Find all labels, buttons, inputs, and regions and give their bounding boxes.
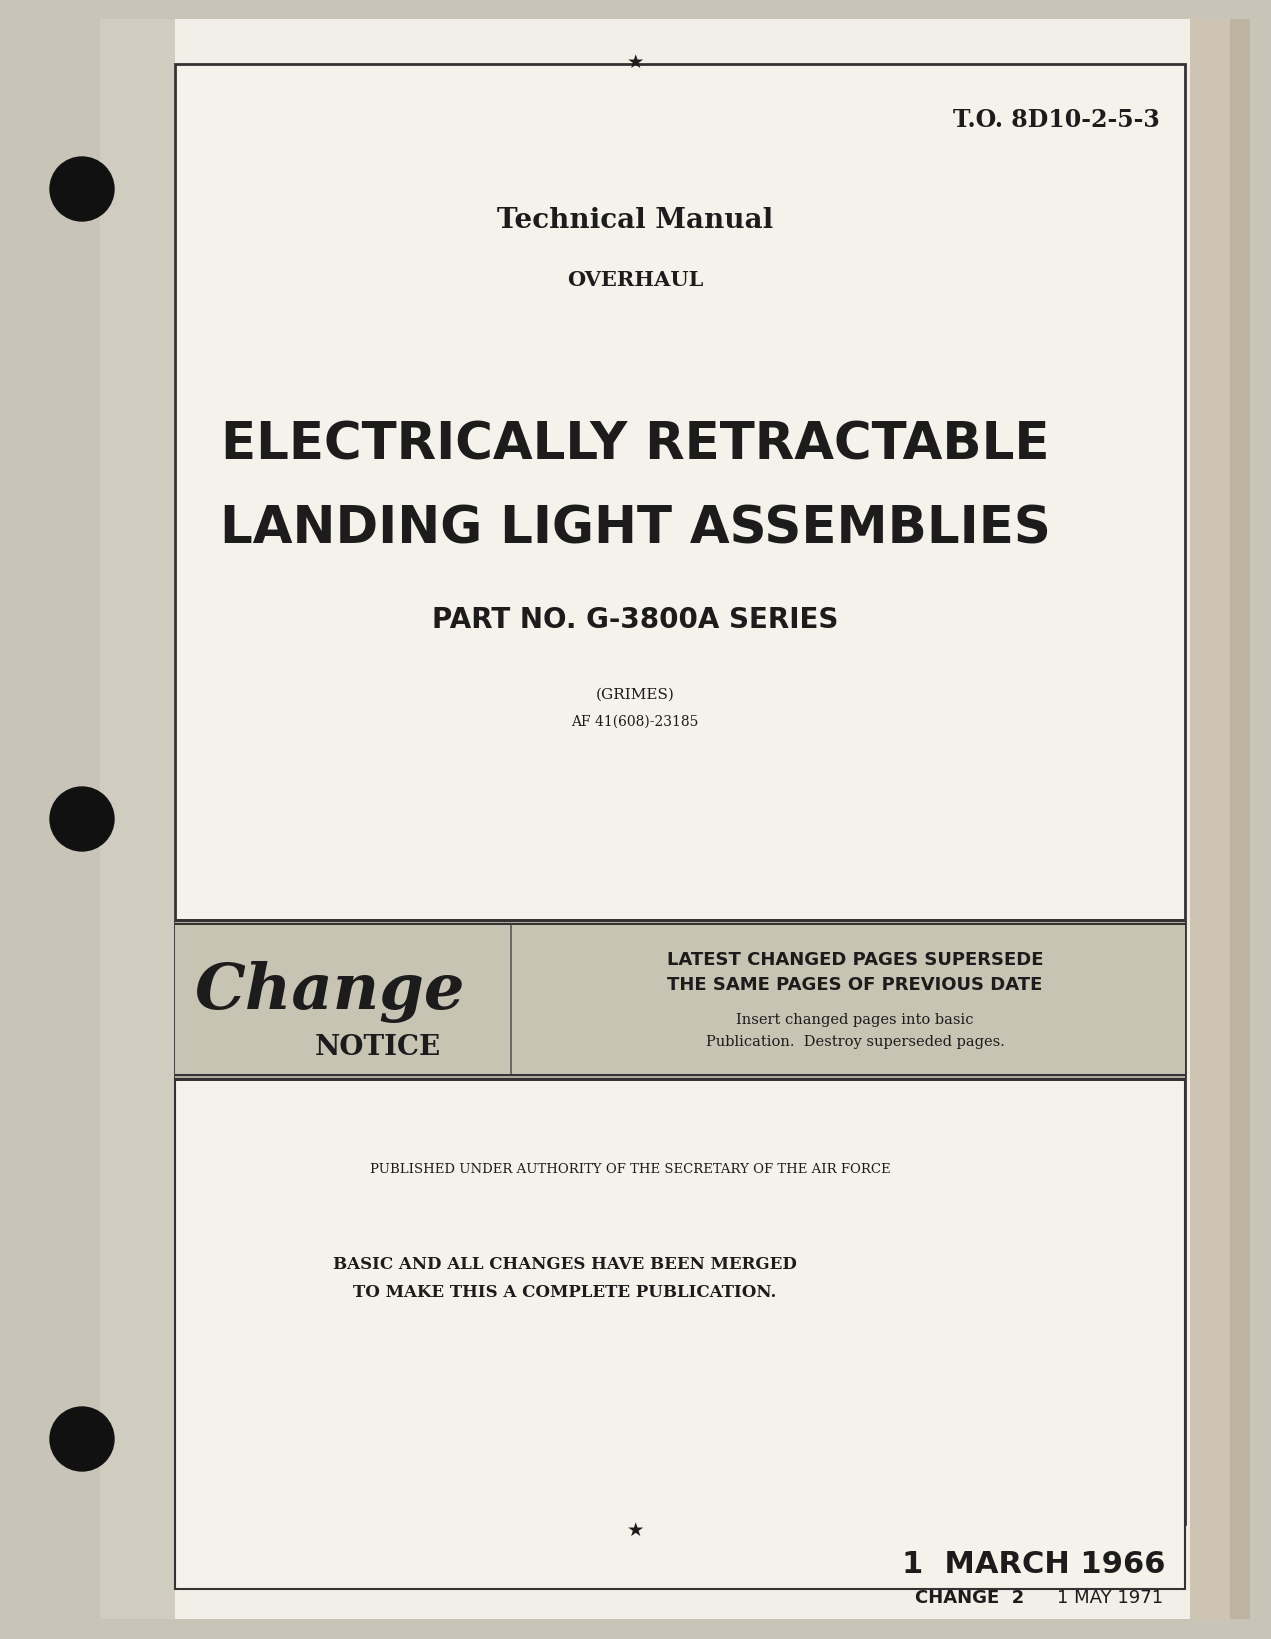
Text: TO MAKE THIS A COMPLETE PUBLICATION.: TO MAKE THIS A COMPLETE PUBLICATION. xyxy=(353,1283,777,1301)
Circle shape xyxy=(50,1408,114,1472)
Text: Publication.  Destroy superseded pages.: Publication. Destroy superseded pages. xyxy=(705,1034,1004,1049)
Text: AF 41(608)-23185: AF 41(608)-23185 xyxy=(571,715,699,729)
Text: NOTICE: NOTICE xyxy=(315,1034,441,1060)
Text: (GRIMES): (GRIMES) xyxy=(596,688,675,701)
Circle shape xyxy=(50,157,114,221)
Text: LANDING LIGHT ASSEMBLIES: LANDING LIGHT ASSEMBLIES xyxy=(220,505,1050,554)
Text: Technical Manual: Technical Manual xyxy=(497,207,773,233)
Text: ★: ★ xyxy=(627,52,643,72)
Bar xyxy=(175,1078,1185,1082)
Bar xyxy=(175,1080,1185,1590)
Text: Insert changed pages into basic: Insert changed pages into basic xyxy=(736,1013,974,1026)
Text: LATEST CHANGED PAGES SUPERSEDE: LATEST CHANGED PAGES SUPERSEDE xyxy=(667,951,1043,969)
Bar xyxy=(175,919,1185,923)
Text: 1 MAY 1971: 1 MAY 1971 xyxy=(1057,1588,1163,1606)
Text: ELECTRICALLY RETRACTABLE: ELECTRICALLY RETRACTABLE xyxy=(221,420,1050,470)
Bar xyxy=(100,20,1230,1619)
Text: PUBLISHED UNDER AUTHORITY OF THE SECRETARY OF THE AIR FORCE: PUBLISHED UNDER AUTHORITY OF THE SECRETA… xyxy=(370,1162,890,1175)
Bar xyxy=(1190,20,1249,1619)
Text: PART NO. G-3800A SERIES: PART NO. G-3800A SERIES xyxy=(432,606,838,634)
Text: T.O. 8D10-2-5-3: T.O. 8D10-2-5-3 xyxy=(953,108,1160,131)
Circle shape xyxy=(50,787,114,852)
Text: OVERHAUL: OVERHAUL xyxy=(567,270,703,290)
Text: 1  MARCH 1966: 1 MARCH 1966 xyxy=(901,1549,1166,1578)
Bar xyxy=(175,919,1185,1080)
Text: ★: ★ xyxy=(627,1519,643,1539)
Bar xyxy=(100,20,175,1619)
Text: CHANGE  2: CHANGE 2 xyxy=(915,1588,1024,1606)
Text: Change: Change xyxy=(194,960,465,1023)
Text: THE SAME PAGES OF PREVIOUS DATE: THE SAME PAGES OF PREVIOUS DATE xyxy=(667,975,1042,993)
Text: BASIC AND ALL CHANGES HAVE BEEN MERGED: BASIC AND ALL CHANGES HAVE BEEN MERGED xyxy=(333,1255,797,1274)
Bar xyxy=(175,924,1185,1074)
Bar xyxy=(175,66,1185,1524)
Bar xyxy=(510,924,511,1074)
